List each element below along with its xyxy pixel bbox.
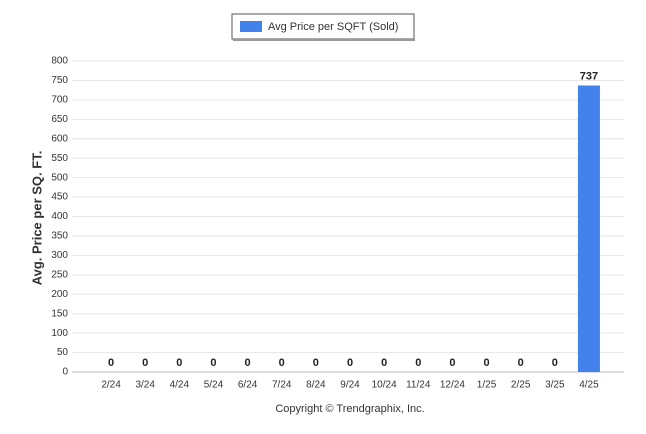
x-tick-label: 10/24 [372,380,397,391]
y-tick-label: 650 [51,114,68,125]
data-label: 0 [313,357,319,369]
x-tick-label: 3/24 [135,380,155,391]
y-tick-label: 200 [51,289,68,300]
y-tick-label: 100 [51,328,68,339]
y-tick-label: 700 [51,95,68,106]
y-tick-label: 600 [51,133,68,144]
y-tick-label: 150 [51,308,68,319]
y-tick-label: 400 [51,211,68,222]
x-tick-label: 2/25 [511,380,531,391]
data-label: 0 [415,357,421,369]
x-tick-label: 2/24 [101,380,121,391]
x-tick-label: 11/24 [406,380,431,391]
x-tick-label: 6/24 [238,380,258,391]
x-tick-label: 12/24 [440,380,465,391]
y-tick-label: 350 [51,231,68,242]
bar [577,85,600,373]
data-label: 0 [381,357,387,369]
y-axis-label: Avg. Price per SQ. FT. [29,151,44,286]
y-tick-label: 0 [62,367,68,378]
data-label: 0 [449,357,455,369]
data-label: 0 [176,357,182,369]
data-label: 737 [580,70,598,82]
y-tick-label: 550 [51,153,68,164]
legend-box [231,13,415,40]
data-label: 0 [108,357,114,369]
legend-label: Avg Price per SQFT (Sold) [268,21,398,33]
x-tick-label: 9/24 [340,380,360,391]
x-tick-label: 4/24 [170,380,190,391]
y-tick-label: 300 [51,250,68,261]
legend-swatch [240,21,262,32]
y-tick-label: 50 [57,347,69,358]
y-tick-label: 500 [51,172,68,183]
data-label: 0 [347,357,353,369]
x-tick-label: 5/24 [204,380,224,391]
x-tick-label: 3/25 [545,380,565,391]
data-label: 0 [518,357,524,369]
y-tick-label: 750 [51,75,68,86]
x-tick-label: 8/24 [306,380,326,391]
data-label: 0 [483,357,489,369]
y-tick-label: 250 [51,269,68,280]
data-label: 0 [279,357,285,369]
y-tick-label: 450 [51,192,68,203]
x-tick-label: 4/25 [579,380,599,391]
caption: Copyright © Trendgraphix, Inc. [275,403,424,415]
data-label: 0 [142,357,148,369]
data-label: 0 [245,357,251,369]
x-tick-label: 1/25 [477,380,497,391]
data-label: 0 [210,357,216,369]
x-tick-label: 7/24 [272,380,292,391]
data-label: 0 [552,357,558,369]
y-tick-label: 800 [51,56,68,67]
